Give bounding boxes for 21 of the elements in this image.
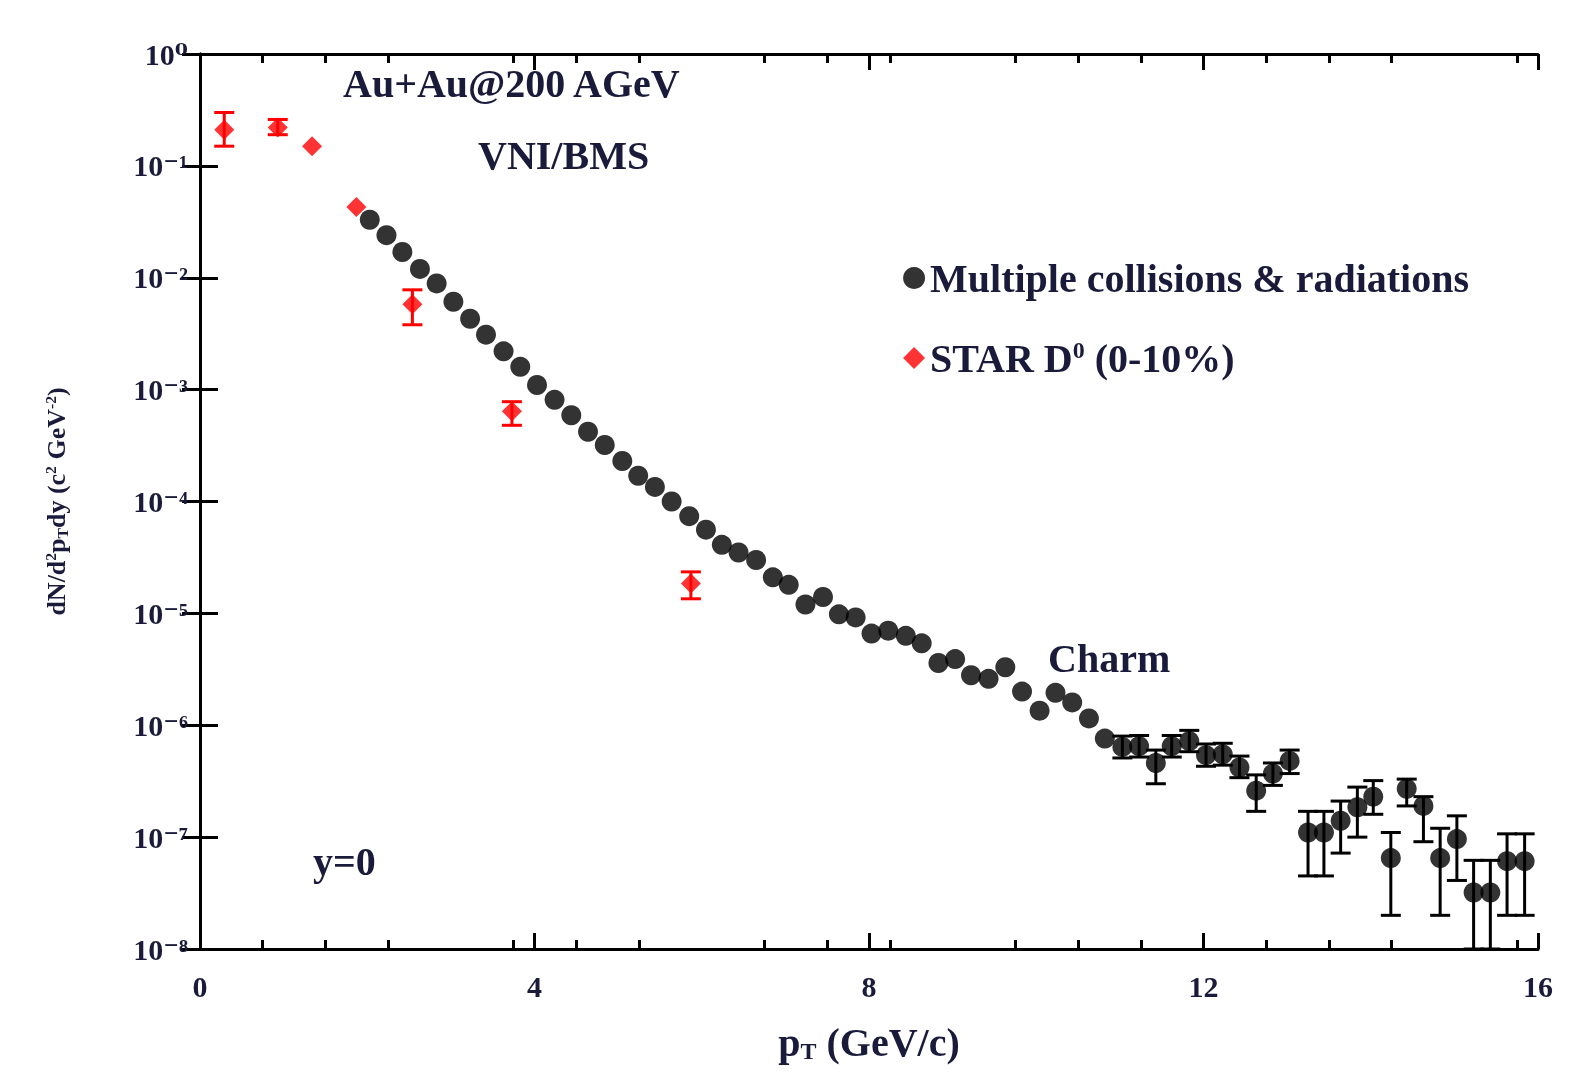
x-axis-title: pT (GeV/c): [778, 1019, 960, 1065]
x-tick-label: 8: [861, 969, 877, 1003]
y-tick-label: 10⁰: [144, 37, 188, 71]
annotation: y=0: [313, 838, 376, 884]
legend-label: Multiple collisions & radiations: [930, 255, 1470, 301]
y-tick-label: 10⁻⁷: [133, 820, 188, 854]
x-tick-label: 0: [192, 969, 208, 1003]
y-tick-label: 10⁻⁸: [133, 932, 188, 966]
text: VNI/BMS: [478, 132, 650, 178]
x-tick-label: 16: [1523, 969, 1553, 1003]
y-tick-label: 10⁻⁵: [133, 596, 188, 630]
y-tick-label: 10⁻²: [133, 261, 188, 295]
y-tick-label: 10⁻³: [133, 373, 188, 407]
text: dN/d2pTdy (c2 GeV-2): [41, 387, 71, 616]
y-tick-label: 10⁻¹: [133, 149, 188, 183]
chart-title: Au+Au@200 AGeV: [343, 60, 680, 106]
y-tick-label: 10⁻⁶: [133, 708, 188, 742]
x-tick-label: 12: [1188, 969, 1219, 1003]
x-tick-label: 4: [527, 969, 542, 1003]
annotation: Charm: [1048, 635, 1171, 681]
y-tick-label: 10⁻⁴: [133, 485, 188, 518]
